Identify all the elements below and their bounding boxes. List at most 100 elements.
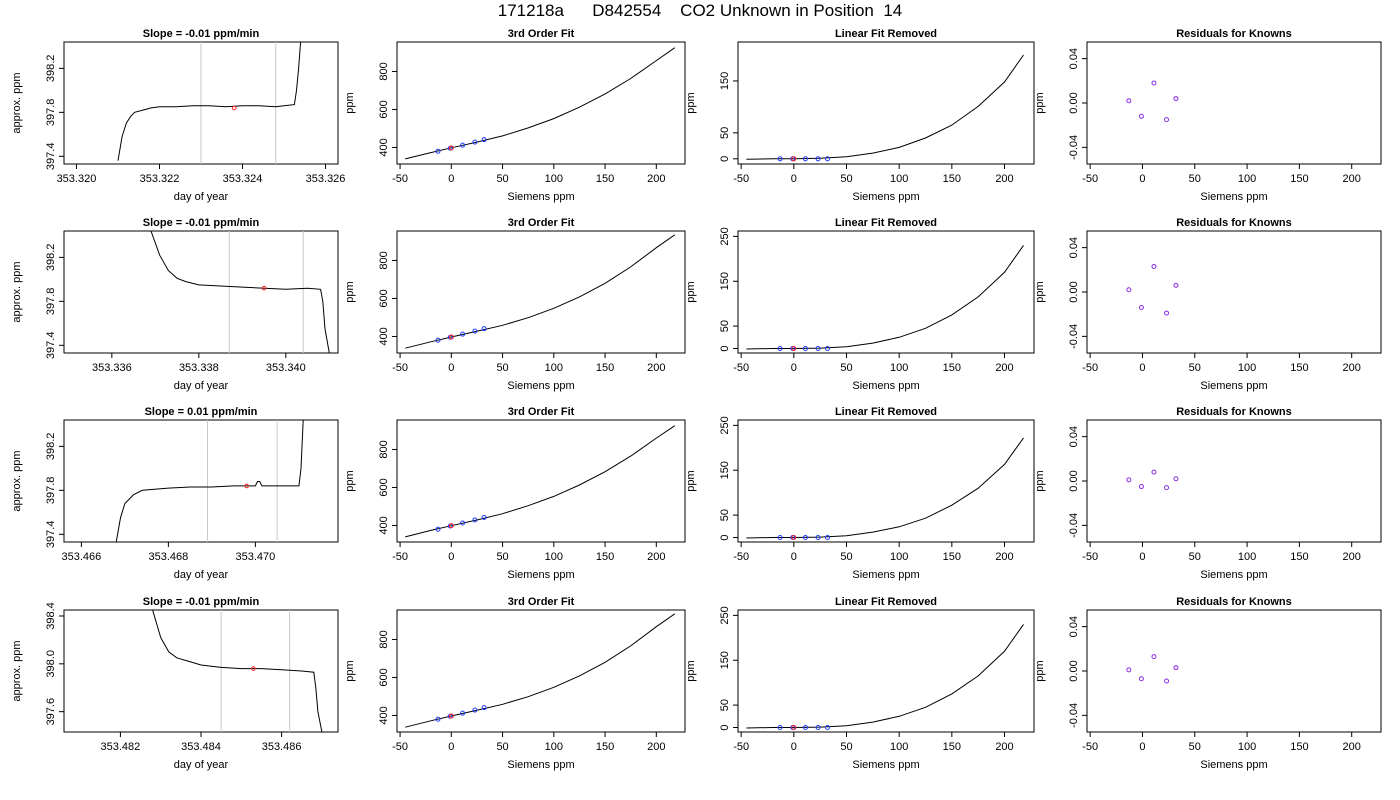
data-point <box>777 535 783 541</box>
series-line <box>405 425 676 538</box>
y-tick-label: 0.00 <box>1068 470 1080 491</box>
y-axis-label: approx. ppm <box>11 72 23 133</box>
x-axis-label: day of year <box>174 380 229 392</box>
panel-title: 3rd Order Fit <box>508 596 575 608</box>
chart-panel-2-3: -50 0 50 100 150 200 0 50 150 250 Linear Fit Remov… <box>685 217 1035 392</box>
y-tick-label: 397.8 <box>45 477 57 505</box>
x-tick-label: 353.486 <box>262 741 302 753</box>
data-point <box>481 514 487 520</box>
y-tick-label: 400 <box>378 138 390 156</box>
y-axis-label: ppm <box>344 470 356 491</box>
chart-panel-1-1: 353.320 353.322 353.324 353.326 397.4 397.8 39… <box>11 28 345 203</box>
y-tick-label: -0.04 <box>1068 135 1080 160</box>
plot-frame <box>396 609 686 733</box>
x-tick-label: 200 <box>647 362 665 374</box>
y-tick-label: 398.2 <box>45 433 57 461</box>
plot-frame <box>737 419 1035 543</box>
series-line <box>746 437 1024 539</box>
x-tick-label: 150 <box>1290 741 1308 753</box>
x-tick-label: 150 <box>1290 173 1308 185</box>
data-point <box>435 526 441 532</box>
unknown-point <box>448 713 454 719</box>
x-tick-label: 0 <box>1139 741 1145 753</box>
x-tick-label: -50 <box>733 551 749 563</box>
y-tick-label: 398.0 <box>45 650 57 678</box>
x-axis-label: Siemens ppm <box>1200 380 1267 392</box>
data-point <box>815 346 821 352</box>
data-point <box>802 725 808 731</box>
x-tick-label: 200 <box>647 173 665 185</box>
unknown-point <box>448 334 454 340</box>
data-point <box>1173 476 1179 482</box>
plot-frame <box>396 41 686 165</box>
y-tick-label: 600 <box>378 100 390 118</box>
data-point <box>825 725 831 731</box>
x-axis-label: Siemens ppm <box>852 191 919 203</box>
plot-frame <box>737 230 1035 354</box>
x-tick-label: 150 <box>943 551 961 563</box>
plot-frame <box>396 419 686 543</box>
data-point <box>802 535 808 541</box>
data-point <box>1173 665 1179 671</box>
x-tick-label: 100 <box>1238 741 1256 753</box>
plot-frame <box>1086 419 1382 543</box>
x-tick-label: 150 <box>943 173 961 185</box>
y-axis-label: ppm <box>685 92 697 113</box>
x-tick-label: 50 <box>1189 741 1201 753</box>
data-point <box>825 535 831 541</box>
y-tick-label: 250 <box>719 606 731 624</box>
x-tick-label: 100 <box>890 551 908 563</box>
y-tick-label: 398.2 <box>45 55 57 83</box>
series-line <box>117 42 302 161</box>
x-tick-label: 353.340 <box>266 362 306 374</box>
x-tick-label: 100 <box>545 173 563 185</box>
x-tick-label: 50 <box>496 362 508 374</box>
x-tick-label: 200 <box>995 741 1013 753</box>
x-tick-label: 50 <box>1189 551 1201 563</box>
data-point <box>1126 287 1132 293</box>
y-tick-label: 0.04 <box>1068 426 1080 447</box>
chart-panel-2-4: -50 0 50 100 150 200 -0.04 0.00 0.04 Residuals fo… <box>1034 217 1382 392</box>
y-tick-label: 250 <box>719 416 731 434</box>
y-tick-label: 800 <box>378 630 390 648</box>
panel-title: 3rd Order Fit <box>508 406 575 418</box>
x-tick-label: 50 <box>496 173 508 185</box>
x-tick-label: 0 <box>1139 173 1145 185</box>
plot-frame <box>1086 609 1382 733</box>
x-tick-label: 150 <box>596 173 614 185</box>
y-tick-label: 398.4 <box>45 602 57 630</box>
data-point <box>815 725 821 731</box>
y-tick-label: 150 <box>719 272 731 290</box>
x-tick-label: 100 <box>545 741 563 753</box>
data-point <box>777 156 783 162</box>
panel-title: Slope = -0.01 ppm/min <box>143 596 260 608</box>
x-tick-label: 100 <box>890 741 908 753</box>
x-tick-label: 0 <box>448 173 454 185</box>
y-axis-label: ppm <box>685 470 697 491</box>
y-tick-label: 800 <box>378 62 390 80</box>
x-tick-label: 50 <box>496 741 508 753</box>
x-axis-label: Siemens ppm <box>852 380 919 392</box>
y-tick-label: 0.00 <box>1068 660 1080 681</box>
data-point <box>815 156 821 162</box>
chart-panel-1-2: -50 0 50 100 150 200 400 600 800 3rd Order Fit Sie… <box>344 28 686 203</box>
y-axis-label: ppm <box>1034 281 1046 302</box>
series-line <box>115 420 304 542</box>
x-tick-label: -50 <box>392 362 408 374</box>
y-axis-label: ppm <box>1034 470 1046 491</box>
x-tick-label: 100 <box>1238 173 1256 185</box>
chart-panel-1-3: -50 0 50 100 150 200 0 50 150 Linear Fit Removed S… <box>685 28 1035 203</box>
y-tick-label: 50 <box>719 699 731 711</box>
data-point <box>815 535 821 541</box>
data-point <box>1151 469 1157 475</box>
x-tick-label: 100 <box>890 173 908 185</box>
x-tick-label: -50 <box>1082 173 1098 185</box>
plot-frame <box>396 230 686 354</box>
y-axis-label: ppm <box>344 281 356 302</box>
data-point <box>435 716 441 722</box>
panel-title: 3rd Order Fit <box>508 217 575 229</box>
x-tick-label: 353.482 <box>101 741 141 753</box>
data-point <box>481 137 487 143</box>
unknown-marker <box>261 285 267 291</box>
y-tick-label: 250 <box>719 227 731 245</box>
